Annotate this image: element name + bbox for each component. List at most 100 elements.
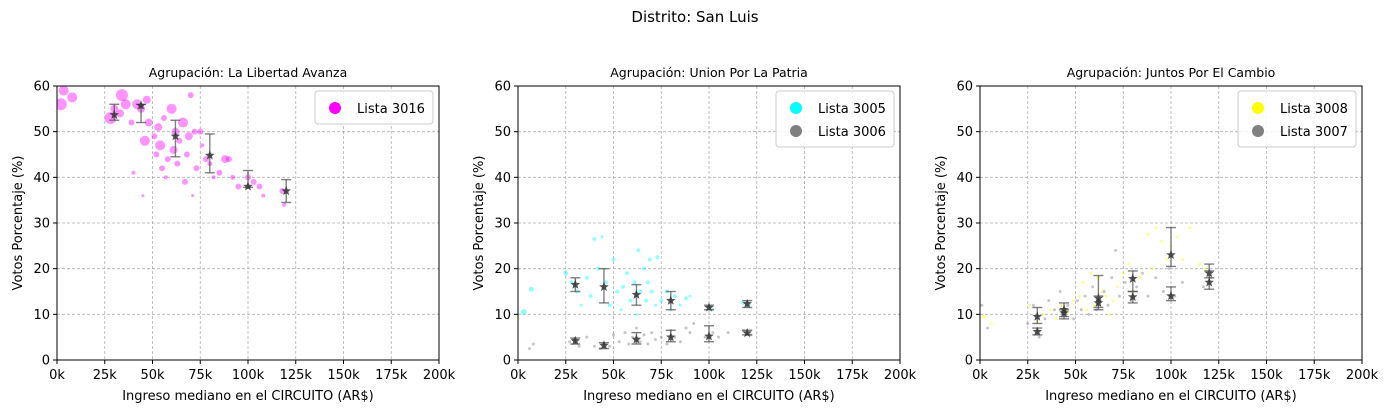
scatter-point: [607, 303, 612, 308]
panel-juntos-por-el-cambio: 0k 25k 50k 75k 100k 125k 150k 175k 200k 0 10 20 30 40…: [934, 65, 1379, 404]
mean-star-marker: [1166, 249, 1176, 260]
legend-label: Lista 3016: [357, 102, 425, 117]
scatter-point: [1123, 280, 1127, 284]
scatter-point: [531, 342, 535, 346]
scatter-point: [980, 303, 984, 307]
scatter-point: [684, 326, 688, 330]
scatter-point: [191, 194, 195, 198]
x-tick-label: 75k: [188, 368, 213, 383]
scatter-point: [120, 99, 131, 110]
data-points: [57, 86, 287, 207]
scatter-point: [1108, 312, 1112, 316]
y-tick-label: 10: [494, 308, 511, 323]
binned-means: [1032, 226, 1215, 336]
scatter-point: [1161, 290, 1165, 293]
panel-title: Agrupación: Union Por La Patria: [610, 65, 808, 80]
scatter-point: [1047, 299, 1051, 303]
x-tick-label: 50k: [1063, 368, 1088, 383]
mean-star-marker: [570, 279, 581, 289]
data-points: [980, 226, 1213, 339]
scatter-point: [200, 143, 205, 148]
mean-star-marker: [599, 340, 609, 350]
scatter-point: [711, 331, 715, 335]
legend-box: [775, 90, 895, 148]
x-tick-label: 0k: [49, 368, 65, 383]
mean-star-marker: [704, 302, 714, 312]
scatter-point: [1041, 312, 1045, 316]
binned-means: [570, 267, 753, 350]
scatter-point: [1180, 280, 1184, 284]
scatter-point: [678, 340, 682, 344]
legend-marker: [790, 102, 802, 114]
scatter-point: [187, 92, 194, 99]
scatter-point: [1054, 317, 1058, 321]
scatter-point: [1093, 303, 1097, 307]
scatter-point: [600, 235, 604, 239]
scatter-point: [1081, 280, 1085, 284]
legend-label: Lista 3006: [818, 125, 886, 140]
scatter-point: [1175, 235, 1179, 239]
scatter-point: [659, 335, 663, 339]
mean-star-marker: [1204, 277, 1214, 287]
mean-star-marker: [742, 298, 752, 308]
scatter-point: [151, 133, 158, 140]
legend-marker: [1252, 125, 1264, 137]
scatter-point: [643, 298, 648, 303]
scatter-point: [981, 314, 986, 319]
x-axis-label: Ingreso mediano en el CIRCUITO (AR$): [122, 389, 374, 404]
x-tick-label: 175k: [375, 368, 408, 383]
scatter-point: [139, 135, 150, 146]
scatter-point: [169, 145, 178, 154]
scatter-point: [692, 321, 696, 325]
scatter-point: [650, 331, 654, 335]
scatter-point: [655, 255, 660, 260]
scatter-point: [1146, 232, 1150, 236]
x-tick-label: 175k: [836, 368, 869, 383]
scatter-point: [1110, 276, 1114, 280]
x-tick-label: 75k: [649, 368, 674, 383]
scatter-point: [684, 296, 689, 301]
data-points: [520, 235, 753, 351]
mean-star-marker: [666, 332, 676, 342]
scatter-point: [585, 335, 589, 339]
panel-title: Agrupación: La Libertad Avanza: [149, 65, 348, 80]
x-tick-label: 200k: [423, 368, 456, 383]
x-tick-label: 0k: [972, 368, 988, 383]
y-tick-label: 20: [494, 262, 511, 277]
scatter-point: [1114, 248, 1118, 252]
scatter-point: [986, 326, 990, 330]
scatter-point: [282, 202, 287, 207]
scatter-point: [628, 298, 633, 303]
grid-lines: [56, 85, 440, 361]
scatter-point: [1083, 294, 1087, 298]
scatter-point: [527, 347, 531, 351]
y-tick-label: 10: [33, 308, 50, 323]
scatter-point: [563, 270, 569, 276]
scatter-point: [164, 156, 171, 163]
mean-star-marker: [599, 281, 609, 291]
scatter-point: [115, 89, 128, 102]
legend: Lista 3008 Lista 3007: [1237, 90, 1357, 148]
panel-la-libertad-avanza: 0k 25k 50k 75k 100k 125k 150k 175k 200k 0 10 20 30 40…: [11, 65, 456, 404]
scatter-point: [678, 303, 682, 307]
scatter-point: [608, 344, 612, 348]
scatter-point: [1104, 294, 1108, 298]
scatter-point: [1052, 308, 1056, 312]
x-tick-label: 100k: [693, 368, 726, 383]
mean-star-marker: [109, 109, 120, 119]
scatter-point: [116, 109, 125, 118]
scatter-point: [1201, 285, 1205, 289]
scatter-point: [1072, 317, 1076, 321]
scatter-point: [577, 344, 581, 348]
scatter-point: [181, 178, 188, 185]
scatter-point: [67, 92, 78, 103]
x-tick-label: 200k: [1346, 368, 1379, 383]
scatter-point: [624, 271, 629, 276]
mean-star-marker: [1093, 297, 1104, 307]
scatter-point: [57, 98, 67, 111]
x-tick-label: 175k: [1298, 368, 1331, 383]
mean-star-marker: [243, 181, 253, 191]
legend: Lista 3016: [314, 90, 434, 125]
scatter-point: [160, 114, 167, 121]
